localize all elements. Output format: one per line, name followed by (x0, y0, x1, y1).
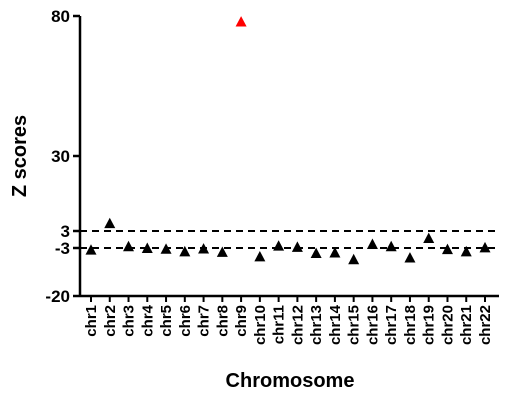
y-tick-label: 3 (61, 222, 70, 241)
reference-lines (80, 230, 499, 249)
x-tick-label: chr1 (83, 305, 100, 337)
data-points (85, 16, 491, 265)
data-point-chr12 (291, 241, 303, 252)
data-point-chr15 (348, 253, 360, 265)
x-tick-label: chr20 (439, 305, 456, 345)
y-tick-label: 30 (51, 147, 70, 166)
x-tick-label: chr12 (289, 305, 306, 345)
data-point-chr2 (104, 217, 116, 229)
data-point-chr14 (329, 247, 341, 258)
x-tick-label: chr11 (271, 305, 288, 344)
x-axis-ticks: chr1 chr2 chr3 chr4 chr5 chr6 chr7 chr8 chr9 chr1… (83, 296, 494, 345)
x-tick-label: chr4 (139, 304, 156, 336)
x-tick-label: chr10 (252, 305, 269, 345)
x-tick-label: chr19 (421, 305, 438, 345)
x-tick-label: chr9 (233, 305, 250, 337)
data-point-chr20 (441, 243, 453, 255)
data-point-chr9 (235, 16, 247, 27)
x-tick-label: chr22 (477, 305, 494, 345)
data-point-chr22 (479, 241, 491, 253)
x-tick-label: chr16 (364, 305, 381, 345)
x-tick-label: chr7 (196, 305, 213, 337)
data-point-chr16 (366, 238, 378, 249)
data-point-chr19 (423, 232, 435, 244)
data-point-chr7 (198, 243, 210, 254)
x-tick-label: chr3 (121, 305, 138, 337)
x-tick-label: chr17 (383, 305, 400, 345)
x-tick-label: chr8 (214, 305, 231, 337)
y-tick-label: -3 (55, 239, 70, 258)
x-tick-label: chr2 (102, 305, 119, 337)
data-point-chr21 (460, 245, 472, 257)
x-tick-label: chr14 (327, 304, 344, 345)
x-tick-label: chr18 (402, 305, 419, 345)
data-point-chr8 (216, 246, 228, 257)
data-point-chr1 (85, 244, 97, 255)
y-tick-label: -20 (45, 287, 70, 306)
axes (78, 16, 499, 298)
x-axis-title: Chromosome (226, 370, 355, 392)
data-point-chr10 (254, 250, 266, 262)
data-point-chr11 (273, 240, 285, 251)
data-point-chr13 (310, 247, 322, 259)
x-tick-label: chr6 (177, 305, 194, 337)
y-tick-label: 80 (51, 7, 70, 26)
data-point-chr6 (179, 245, 191, 257)
y-axis-title: Z scores (9, 115, 31, 197)
data-point-chr5 (160, 243, 172, 254)
data-point-chr17 (385, 240, 397, 252)
x-tick-label: chr15 (346, 305, 363, 345)
data-point-chr4 (141, 242, 153, 253)
data-point-chr3 (123, 240, 135, 252)
x-tick-label: chr5 (158, 305, 175, 337)
x-tick-label: chr21 (458, 305, 475, 345)
x-tick-label: chr13 (308, 305, 325, 345)
y-axis-ticks: 80 30 3-3 -20 (45, 7, 80, 306)
data-point-chr18 (404, 252, 416, 263)
